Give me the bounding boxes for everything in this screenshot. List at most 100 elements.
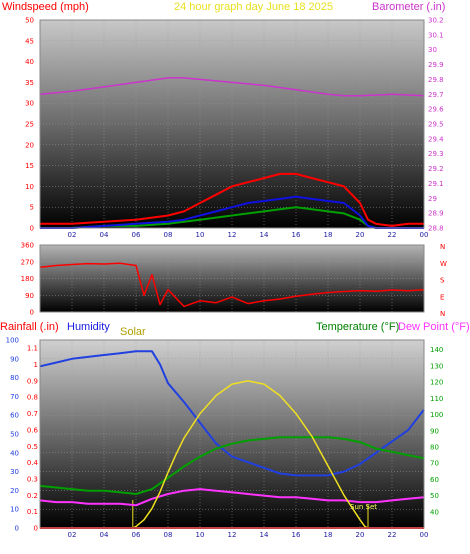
dew_point-line <box>39 488 425 507</box>
humidity-tick-label: 0 <box>15 525 19 533</box>
rain-tick-label: 0.8 <box>27 394 38 402</box>
temperature-axis-title: Temperature (°F) <box>316 321 399 333</box>
y2-tick-label: 29.4 <box>428 135 444 143</box>
y2-tick-label: 29.6 <box>428 106 444 114</box>
x-tick-label: 10 <box>196 231 205 239</box>
y2-tick-label: 29.3 <box>428 150 444 158</box>
x-tick-label: 00 <box>420 531 429 539</box>
y-tick-label: 25 <box>25 121 34 129</box>
x-tick-label: 06 <box>132 531 141 539</box>
x-tick-label: 16 <box>292 231 301 239</box>
x-tick-label: 14 <box>260 231 269 239</box>
y2-tick-label: 29 <box>428 195 437 203</box>
y2-tick-label: 29.5 <box>428 121 444 129</box>
y-tick-label: 10 <box>25 183 34 191</box>
y2-tick-label: 29.9 <box>428 61 444 69</box>
humidity-line <box>39 350 425 477</box>
y-tick-label: 50 <box>25 17 34 25</box>
series-lines <box>39 77 425 529</box>
humidity-tick-label: 60 <box>10 412 19 420</box>
barometer-axis-title: Barometer (.in) <box>372 1 445 13</box>
y-tick-label: 30 <box>25 100 34 108</box>
wind-panel-frame <box>39 19 425 229</box>
temperature-tick-label: 80 <box>430 443 439 451</box>
y-tick-label: 15 <box>25 162 34 170</box>
direction-panel-frame <box>39 244 425 313</box>
humidity-tick-label: 80 <box>10 374 19 382</box>
temperature-tick-label: 70 <box>430 460 439 468</box>
humidity-tick-label: 100 <box>6 337 19 345</box>
x-tick-label: 00 <box>420 231 429 239</box>
humidity-tick-label: 40 <box>10 449 19 457</box>
x-tick-label: 04 <box>100 231 109 239</box>
direction-tick-label: 360 <box>21 242 34 250</box>
x-tick-label: 02 <box>68 531 77 539</box>
temperature-tick-label: 110 <box>430 395 443 403</box>
y-tick-label: 35 <box>25 79 34 87</box>
y2-tick-label: 29.7 <box>428 91 444 99</box>
y2-tick-label: 29.8 <box>428 76 444 84</box>
humidity-tick-label: 20 <box>10 487 19 495</box>
rain-panel-frame <box>39 339 425 529</box>
x-tick-label: 08 <box>164 531 173 539</box>
x-tick-label: 20 <box>356 231 365 239</box>
compass-label: N <box>440 310 445 318</box>
rain-tick-label: 0.7 <box>27 410 38 418</box>
temperature-tick-label: 100 <box>430 411 443 419</box>
x-tick-label: 12 <box>228 531 237 539</box>
rain-tick-label: 0.3 <box>27 475 38 483</box>
humidity-tick-label: 70 <box>10 393 19 401</box>
humidity-tick-label: 50 <box>10 431 19 439</box>
compass-label: N <box>440 243 445 251</box>
x-tick-label: 04 <box>100 531 109 539</box>
y2-tick-label: 29.1 <box>428 180 444 188</box>
rain-tick-label: 0.4 <box>27 459 39 467</box>
direction-tick-label: 0 <box>30 309 34 317</box>
wind_blue-line <box>40 195 424 229</box>
temperature-tick-label: 60 <box>430 476 439 484</box>
humidity-tick-label: 90 <box>10 355 19 363</box>
temperature-tick-label: 130 <box>430 362 443 370</box>
y2-tick-label: 30 <box>428 46 437 54</box>
sunset-label: Sun Set <box>350 503 377 511</box>
compass-label: E <box>440 293 444 301</box>
x-tick-label: 12 <box>228 231 237 239</box>
x-tick-label: 14 <box>260 531 269 539</box>
humidity-axis-title: Humidity <box>67 321 110 333</box>
y2-tick-label: 29.2 <box>428 165 444 173</box>
humidity-tick-label: 10 <box>10 506 19 514</box>
direction-tick-label: 270 <box>21 258 34 266</box>
x-tick-label: 06 <box>132 231 141 239</box>
humidity-tick-label: 30 <box>10 468 19 476</box>
rain-tick-label: 0.5 <box>27 443 38 451</box>
y-tick-label: 45 <box>25 37 34 45</box>
direction-tick-label: 90 <box>25 292 34 300</box>
compass-label: S <box>440 277 445 285</box>
temperature-tick-label: 140 <box>430 346 443 354</box>
x-tick-label: 20 <box>356 531 365 539</box>
rain-tick-label: 1.1 <box>27 345 38 353</box>
x-tick-label: 16 <box>292 531 301 539</box>
y-tick-label: 5 <box>30 204 34 212</box>
x-tick-label: 08 <box>164 231 173 239</box>
y2-tick-label: 30.2 <box>428 17 444 25</box>
temperature-tick-label: 50 <box>430 492 439 500</box>
y2-tick-label: 28.9 <box>428 210 444 218</box>
solar-line <box>132 380 369 529</box>
x-tick-label: 22 <box>388 531 397 539</box>
y2-tick-label: 30.1 <box>428 31 444 39</box>
compass-label: W <box>440 260 447 268</box>
y-tick-label: 0 <box>30 225 34 233</box>
temperature-line <box>39 436 425 495</box>
y-tick-label: 20 <box>25 141 34 149</box>
solar-label: Solar <box>120 326 146 338</box>
barometer-line <box>39 77 425 97</box>
x-tick-label: 22 <box>388 231 397 239</box>
chart-title: 24 hour graph day June 18 2025 <box>174 1 333 13</box>
rain-tick-label: 0.1 <box>27 508 38 516</box>
temperature-tick-label: 90 <box>430 427 439 435</box>
direction-tick-label: 180 <box>21 275 34 283</box>
direction-line <box>39 262 425 308</box>
